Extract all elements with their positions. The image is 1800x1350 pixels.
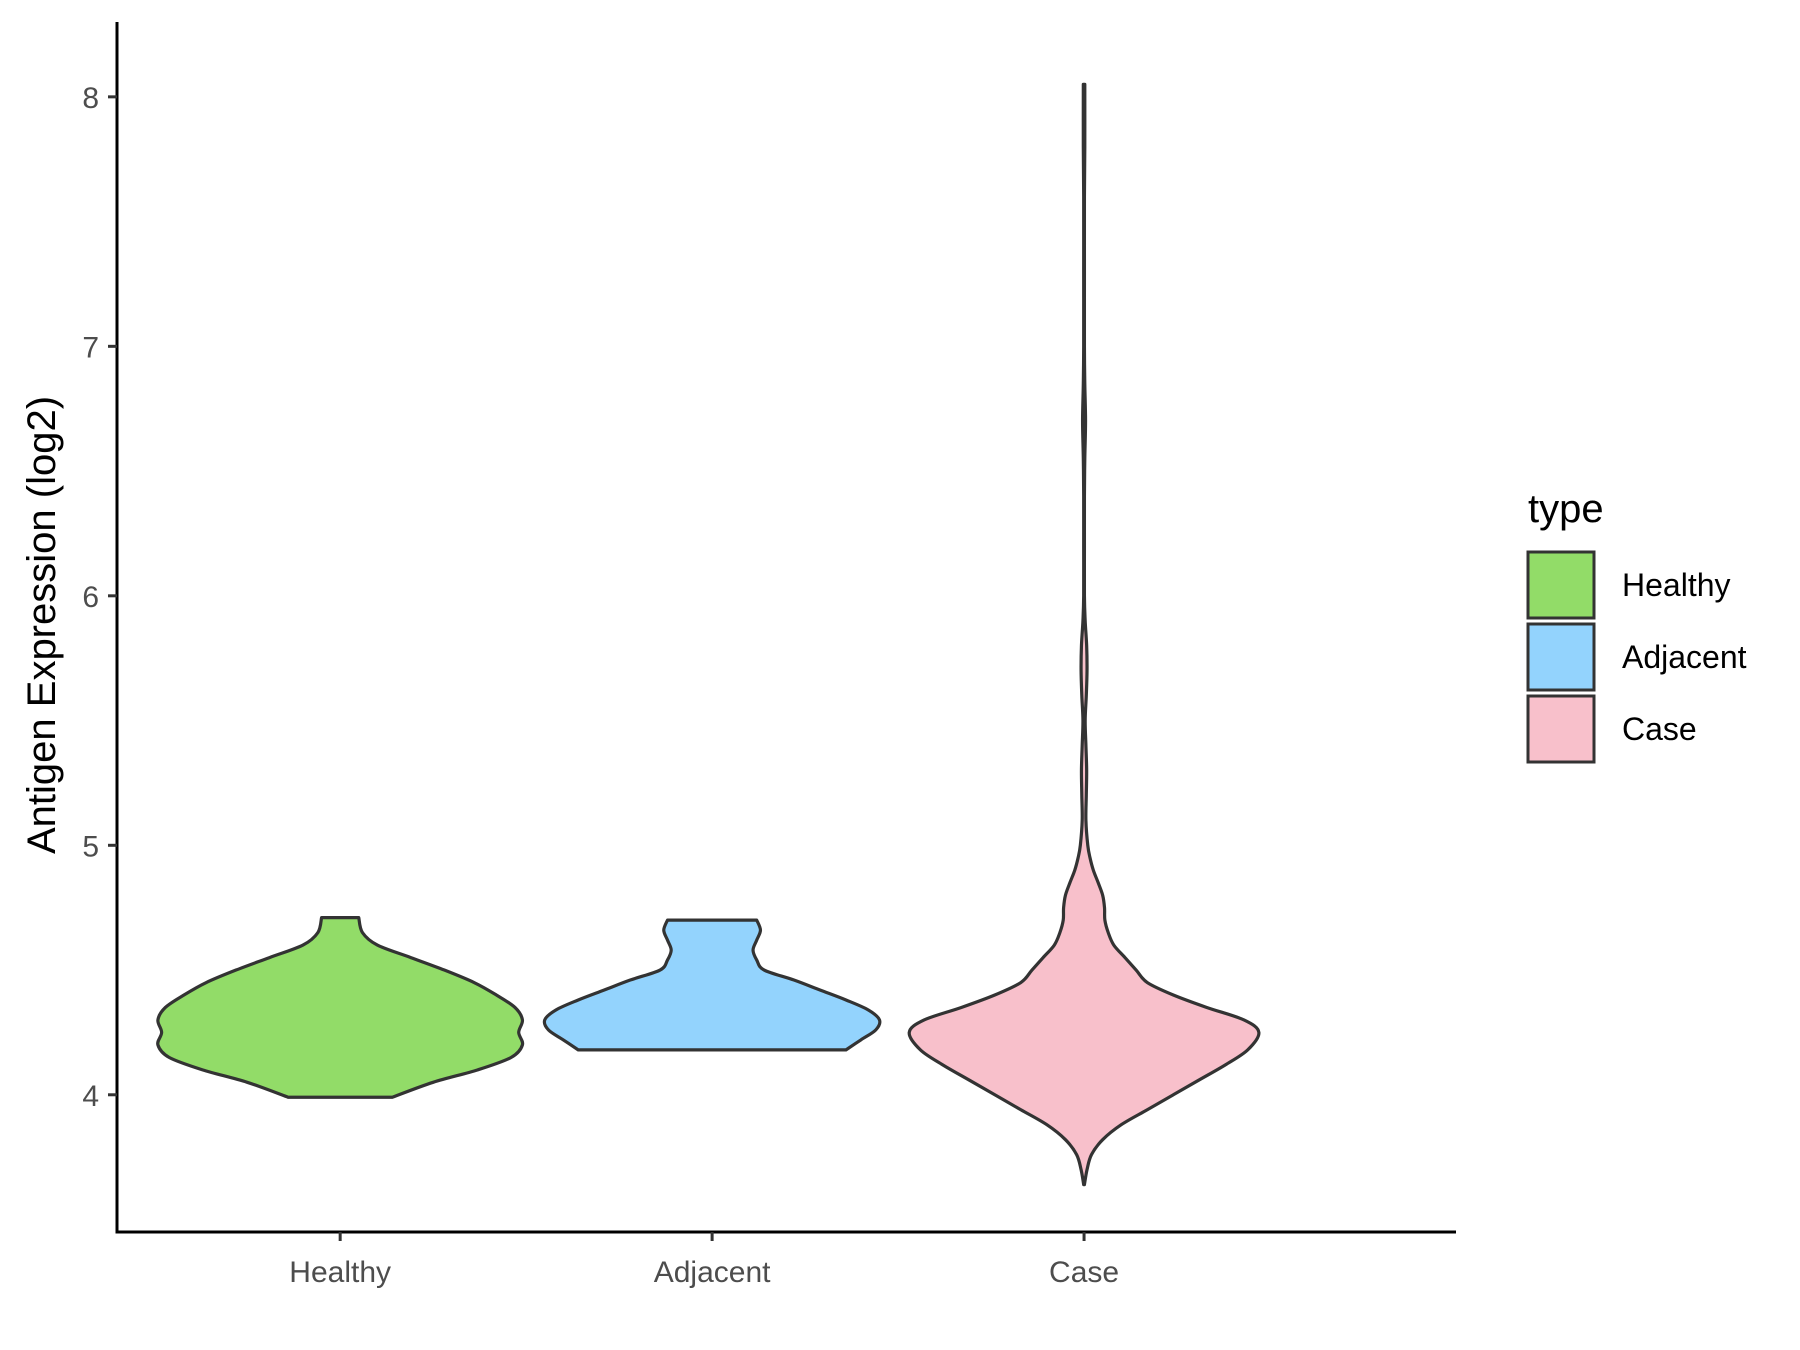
violins-group — [156, 82, 1261, 1187]
violin-case — [907, 82, 1261, 1187]
x-tick-label-adjacent: Adjacent — [654, 1256, 771, 1289]
y-axis-title: Antigen Expression (log2) — [20, 396, 64, 854]
x-tick-label-case: Case — [1049, 1256, 1119, 1289]
legend-swatch-healthy — [1526, 550, 1596, 620]
legend-label-adjacent: Adjacent — [1622, 639, 1747, 675]
y-tick-label: 6 — [82, 581, 99, 614]
legend-swatch-adjacent — [1526, 622, 1596, 692]
violin-adjacent — [542, 918, 882, 1052]
legend-title: type — [1528, 487, 1604, 531]
legend-label-case: Case — [1622, 711, 1697, 747]
y-tick-label: 4 — [82, 1080, 99, 1113]
y-ticks-group: 4 5 6 7 8 — [82, 82, 117, 1113]
y-tick-label: 7 — [82, 331, 99, 364]
legend: type Healthy Adjacent Case — [1526, 487, 1747, 764]
y-tick-label: 8 — [82, 82, 99, 115]
x-tick-label-healthy: Healthy — [289, 1256, 391, 1289]
x-ticks-group: Healthy Adjacent Case — [289, 1232, 1119, 1289]
legend-label-healthy: Healthy — [1622, 567, 1731, 603]
y-tick-label: 5 — [82, 830, 99, 863]
violin-healthy — [156, 916, 525, 1099]
legend-entries: Healthy Adjacent Case — [1526, 550, 1747, 764]
legend-swatch-case — [1526, 694, 1596, 764]
